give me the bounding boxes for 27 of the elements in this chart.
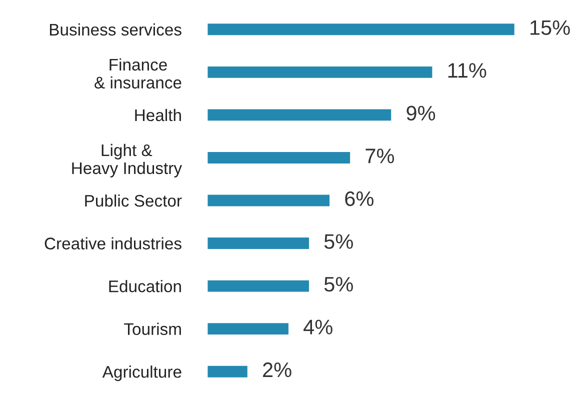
bar (207, 108, 393, 122)
bar (207, 278, 310, 294)
y-tick-label: Business services (50, 23, 182, 36)
y-tick-label: Creative industries (44, 237, 182, 250)
data-label: 9% (406, 106, 436, 121)
data-label: 6% (345, 191, 374, 206)
bar (207, 22, 516, 37)
data-label: 4% (304, 320, 332, 334)
y-tick-label: Education (109, 280, 181, 292)
data-label: 5% (324, 234, 353, 249)
y-tick-label: Finance & insurance (94, 58, 182, 89)
data-label: 5% (324, 276, 353, 292)
data-label: 7% (366, 148, 394, 164)
bar (207, 150, 352, 165)
bar (207, 322, 290, 336)
data-label: 2% (263, 362, 292, 378)
bar (207, 193, 331, 208)
y-tick-label: Tourism (124, 322, 181, 336)
data-label: 15% (530, 20, 570, 35)
y-tick-label: Light & Heavy Industry (72, 144, 182, 178)
data-label: 11% (448, 63, 486, 78)
bar (207, 364, 249, 379)
bar (207, 65, 434, 80)
y-tick-label: Agriculture (102, 366, 182, 382)
y-tick-label: Health (135, 108, 181, 122)
bar (207, 236, 310, 250)
y-tick-label: Public Sector (85, 194, 182, 207)
